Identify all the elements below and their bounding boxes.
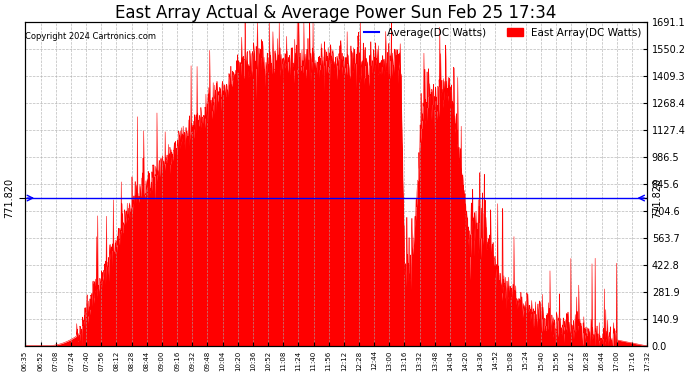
Legend: Average(DC Watts), East Array(DC Watts): Average(DC Watts), East Array(DC Watts)	[359, 23, 646, 42]
Text: Copyright 2024 Cartronics.com: Copyright 2024 Cartronics.com	[26, 32, 156, 41]
Title: East Array Actual & Average Power Sun Feb 25 17:34: East Array Actual & Average Power Sun Fe…	[115, 4, 556, 22]
